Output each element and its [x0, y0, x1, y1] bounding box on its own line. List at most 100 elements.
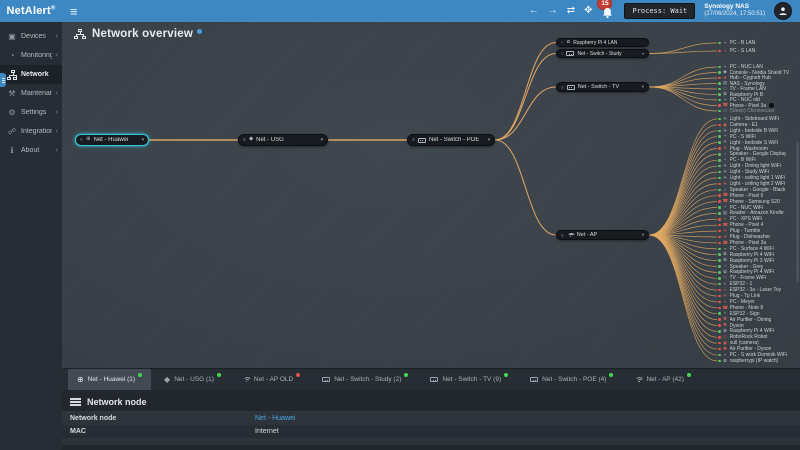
device-row-plug-washroom[interactable]: ✳ Plug - Washroom — [718, 146, 797, 152]
drag-grip-icon: ≡ — [80, 137, 83, 143]
sidebar-item-monitoring[interactable]: ◔ Monitoring ‹ — [0, 46, 62, 65]
forward-arrow-icon[interactable]: → — [547, 5, 558, 16]
node-net-usg[interactable]: ≡ ◆ Net - USG ▾ — [238, 134, 328, 146]
app-logo: NetAlert® — [6, 5, 56, 17]
about-icon: ℹ — [10, 145, 14, 155]
device-row-reader-amazon-kindle[interactable]: ▤ Reader - Amazon Kindle — [718, 210, 797, 216]
device-row-pc-nuc-old[interactable]: ▪ PC - NUC old — [718, 97, 797, 103]
device-row-raspberry-pi-4-wifi[interactable]: ✿ Raspberry Pi 4 WiFi — [718, 328, 797, 334]
device-row-pc-xps-wifi[interactable]: ▪ PC - XPS WiFi — [718, 216, 797, 222]
sidebar-item-devices[interactable]: ▣ Devices ‹ — [0, 27, 62, 46]
device-row-dyson[interactable]: ✽ Dyson — [718, 323, 797, 329]
device-row-phone-pixel-4[interactable]: ☎ Phone - Pixel 4 — [718, 222, 797, 228]
sidebar-item-integrations[interactable]: ☍ Integrations‹ — [0, 122, 62, 141]
device-row-phone-pixel-3a[interactable]: ☎ Phone - Pixel 3a — [718, 103, 797, 109]
device-row-tv-frame-wifi[interactable]: □ TV - Frame WiFi — [718, 275, 797, 281]
globe-icon: ⊕ — [77, 375, 84, 384]
device-row-pc-meyer[interactable]: ▪ PC - Meyer — [718, 299, 797, 305]
device-row-esp32-3a-laser-toy[interactable]: ≈ ESP32 - 3a - Laser Toy — [718, 287, 797, 293]
sidebar-item-network[interactable]: Network — [0, 65, 62, 84]
device-row-light-bedside-s-wifi[interactable]: ☀ Light - bedside S WiFi — [718, 140, 797, 146]
status-dot — [718, 300, 721, 304]
tab-net-switch-study-2[interactable]: Net - Switch - Study (2) — [313, 369, 417, 390]
tab-net-huawei-1[interactable]: ⊕ Net - Huawei (1) — [68, 369, 152, 390]
back-arrow-icon[interactable]: ← — [528, 5, 539, 16]
tab-net-ap-42[interactable]: Net - AP (42) — [626, 369, 699, 390]
canvas-scrollbar[interactable] — [796, 142, 799, 282]
device-row-null-camera[interactable]: ◉ null (camera) — [718, 340, 797, 346]
device-row-camera-e1[interactable]: ◉ Camera - E1 — [718, 122, 797, 128]
node-net-switch-poe[interactable]: ≡ Net - Switch - POE ▾ — [407, 134, 495, 146]
status-dot — [718, 82, 721, 85]
device-row-raspberry-pi-4-wifi[interactable]: ✿ Raspberry Pi 4 WiFi — [718, 269, 797, 275]
device-row-light-ceiling-light-1-wifi[interactable]: ☀ Light - ceiling light 1 WiFi — [718, 175, 797, 181]
devices-icon: ▣ — [8, 31, 16, 41]
device-row-raspberry-pi-3-wifi[interactable]: ✿ Raspberry Pi 3 WiFi — [718, 258, 797, 264]
tab-net-ap-old[interactable]: Net - AP OLD — [234, 369, 309, 390]
device-row-esp32-1[interactable]: ≈ ESP32 - 1 — [718, 281, 797, 287]
device-label: Phone - Pixel 3a — [729, 239, 767, 246]
pan-move-icon[interactable]: ✥ — [584, 5, 593, 16]
tab-net-usg-1[interactable]: ◆ Net - USG (1) — [155, 369, 230, 390]
device-row-nas-synology[interactable]: ▤ NAS - Synology — [718, 81, 797, 87]
device-row-phone-pixel-3a[interactable]: ☎ Phone - Pixel 3a — [718, 240, 797, 246]
device-row-esp32-sign[interactable]: ≈ ESP32 - Sign — [718, 311, 797, 317]
wifi-icon — [566, 232, 576, 238]
speaker-icon: ♪ — [723, 151, 727, 157]
tab-label: Net - Switch - Study (2) — [334, 376, 402, 383]
device-row-pc-b-wifi[interactable]: ▪ PC - B WiFi — [718, 157, 797, 163]
device-row-raspberry-pi-b[interactable]: ✿ Raspberry Pi B — [718, 92, 797, 98]
device-row-speaker-google-display[interactable]: ♪ Speaker - Google Display — [718, 151, 797, 157]
device-row-pc-s-lan[interactable]: ▪ PC - S LAN — [718, 48, 797, 54]
device-row-phone-samsung-s20[interactable]: ☎ Phone - Samsung S20 — [718, 199, 797, 205]
device-row-speaker-google-black[interactable]: ♪ Speaker - Google - Black — [718, 187, 797, 193]
device-row-light-ceiling-light-2-wifi[interactable]: ☀ Light - ceiling light 2 WiFi — [718, 181, 797, 187]
hamburger-menu-icon[interactable]: ≡ — [70, 3, 78, 19]
status-dot — [718, 206, 721, 209]
device-row-pc-nuc-lan[interactable]: ▪ PC - NUC LAN — [718, 64, 797, 70]
device-row-light-study-wifi[interactable]: ☀ Light - Study WiFi — [718, 169, 797, 175]
sidebar-item-about[interactable]: ℹ About ‹ — [0, 141, 62, 160]
device-row-light-dining-light-wifi[interactable]: ☀ Light - Dining light WiFi — [718, 163, 797, 169]
node-net-ap[interactable]: ≡ Net - AP ▾ — [556, 230, 649, 240]
sidebar-item-settings[interactable]: ⚙ Settings ‹ — [0, 103, 62, 122]
node-net-switch-study[interactable]: ≡ Net - Switch - Study ▾ — [556, 49, 649, 58]
device-row-sleep-chromecast[interactable]: □ (Sleep) Chromecast — [718, 108, 797, 114]
hub-icon: ★ — [722, 74, 728, 80]
device-row-console-nvidia-shield-tv[interactable]: ◆ Console - Nvidia Shield TV — [718, 70, 797, 76]
device-row-light-sideboard-wifi[interactable]: ☀ Light - Sideboard WiFi — [718, 116, 797, 122]
node-net-huawei[interactable]: ≡ ⊕ Net - Huawei ▾ — [75, 134, 149, 146]
device-row-roborock-robot[interactable]: ◇ RoboRock Robot — [718, 334, 797, 340]
device-row-light-bedside-b-wifi[interactable]: ☀ Light - bedside B WiFi — [718, 128, 797, 134]
tab-net-switch-tv-9[interactable]: Net - Switch - TV (9) — [421, 369, 517, 390]
notifications-bell-icon[interactable]: 15 — [597, 0, 615, 19]
purifier-icon: ✽ — [723, 316, 727, 322]
device-row-pc-b-lan[interactable]: ▪ PC - B LAN — [718, 40, 797, 46]
device-row-phone-note-8[interactable]: ☎ Phone - Note 8 — [718, 305, 797, 311]
detail-value[interactable]: Net - Huawei — [255, 415, 296, 422]
topology-canvas[interactable]: Network overview ≡ ⊕ Net - Huawei ▾ ≡ ◆ Net - … — [62, 22, 800, 368]
device-row-pc-surface-4-wifi[interactable]: ▪ PC - Surface 4 WiFi — [718, 246, 797, 252]
device-row-pc-s-wifi[interactable]: ▪ PC - S WiFi — [718, 134, 797, 140]
sidebar-flyout-handle[interactable] — [0, 73, 6, 87]
device-row-plug-dishwasher[interactable]: ✳ Plug - Dishwasher — [718, 234, 797, 240]
tab-net-switch-poe-4[interactable]: Net - Switch - POE (4) — [521, 369, 622, 390]
device-row-phone-pixel-6[interactable]: ☎ Phone - Pixel 6 — [718, 193, 797, 199]
device-label: Plug - Washroom — [729, 145, 768, 152]
device-row-raspberrypi-ip-watch[interactable]: ✿ raspberrypi (IP watch) — [718, 358, 797, 364]
device-row-speaker-grey[interactable]: ♪ Speaker - Grey — [718, 264, 797, 270]
node-net-switch-tv[interactable]: ≡ Net - Switch - TV ▾ — [556, 82, 649, 92]
user-avatar[interactable] — [774, 2, 792, 20]
device-row-plug-tumble[interactable]: ✳ Plug - Tumble — [718, 228, 797, 234]
sidebar-item-maintenance[interactable]: ⚒ Maintenance‹ — [0, 84, 62, 103]
device-row-plug-tp-link[interactable]: ✳ Plug - Tp Link — [718, 293, 797, 299]
device-row-pc-s-work-dominik-wifi[interactable]: ▪ PC - S work Dominik WiFi — [718, 352, 797, 358]
device-row-tv-frame-lan[interactable]: □ TV - Frame LAN — [718, 86, 797, 92]
node-raspberry-pi-4-lan[interactable]: ≡ ✿ Raspberry Pi 4 LAN — [556, 38, 649, 47]
device-row-air-purifier-dyson[interactable]: ✽ Air Purifier - Dyson — [718, 346, 797, 352]
device-row-air-purifier-dining[interactable]: ✽ Air Purifier - Dining — [718, 317, 797, 323]
device-row-pc-nuc-wifi[interactable]: ▪ PC - NUC WiFi — [718, 205, 797, 211]
device-row-raspberry-pi-4-wifi[interactable]: ✿ Raspberry Pi 4 WiFi — [718, 252, 797, 258]
device-row-hub-cygnett-hub[interactable]: ★ Hub - Cygnett Hub — [718, 75, 797, 81]
refresh-icon[interactable]: ⇄ — [566, 5, 576, 16]
